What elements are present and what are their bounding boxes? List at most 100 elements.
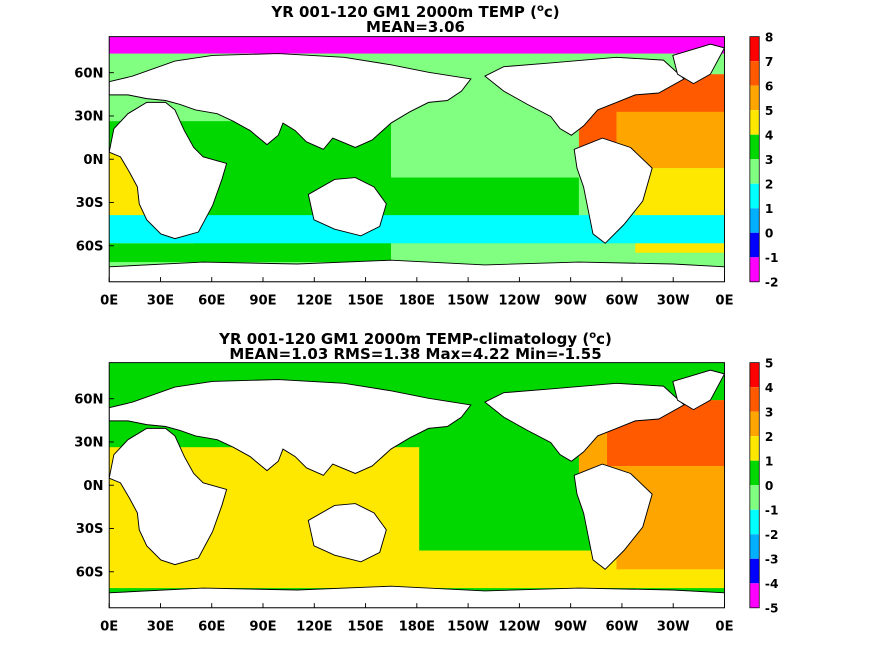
x-tick-label: 30W: [657, 619, 690, 634]
colorbar-tick-label: 6: [765, 79, 774, 93]
africa-land: [109, 101, 228, 240]
colorbar-tick-label: -1: [765, 251, 779, 265]
x-tick-label: 90E: [249, 619, 276, 634]
x-tick-label: 90W: [554, 619, 587, 634]
x-tick-label: 0E: [715, 293, 733, 308]
x-tick-label: 60E: [198, 619, 225, 634]
x-tick-label: 60W: [606, 619, 639, 634]
colorbar-tick-label: 2: [765, 177, 774, 191]
panel1-title-text: YR 001-120 GM1 2000m TEMP: [271, 3, 525, 21]
colorbar-tick-label: 8: [765, 30, 774, 44]
colorbar-segment: [749, 183, 760, 209]
colorbar-segment: [749, 362, 760, 388]
greenland-land: [672, 369, 725, 411]
colorbar-tick-label: 1: [765, 454, 774, 468]
panel1-title: YR 001-120 GM1 2000m TEMP (oc): [271, 3, 560, 21]
panel2-map-plot: [108, 362, 725, 609]
x-tick-label: 120E: [296, 293, 332, 308]
x-tick-label: 120W: [498, 619, 540, 634]
x-tick-label: 30E: [147, 619, 174, 634]
antarctica-land: [109, 259, 725, 282]
panel2-unit-sup: o: [589, 330, 597, 341]
colorbar-segment: [749, 257, 760, 282]
x-tick-label: 120W: [498, 293, 540, 308]
panel2-title: YR 001-120 GM1 2000m TEMP-climatology (o…: [219, 330, 612, 348]
colorbar-tick-label: -1: [765, 503, 779, 517]
colorbar-segment: [749, 110, 760, 135]
panel1-map: 0E 30E 60E 90E 120E 150E 180E 150W 120W 90W 60W 30W…: [74, 30, 779, 308]
colorbar-tick-label: -4: [765, 577, 779, 591]
colorbar-segment: [749, 534, 760, 559]
y-tick-label: 60S: [76, 239, 104, 254]
south-america-land: [573, 463, 653, 570]
x-tick-label: 150W: [447, 619, 489, 634]
north-america-land: [484, 56, 685, 136]
colorbar-segment: [749, 558, 760, 584]
colorbar-tick-label: 4: [765, 381, 774, 395]
colorbar-tick-label: -3: [765, 552, 779, 566]
y-tick-label: 60N: [74, 392, 103, 407]
colorbar-segment: [749, 232, 760, 258]
panel1-colorbar: 8 7 6 5 4 3 2 1 0 -1 -2: [749, 30, 779, 290]
x-tick-label: 30W: [657, 293, 690, 308]
x-tick-label: 120E: [296, 619, 332, 634]
colorbar-segment: [749, 436, 760, 461]
x-tick-label: 150E: [347, 293, 383, 308]
colorbar-segment: [749, 159, 760, 184]
colorbar-segment: [749, 485, 760, 510]
australia-land: [307, 177, 387, 237]
panel1-map-plot: [108, 36, 725, 283]
south-america-land: [573, 137, 653, 244]
colorbar-tick-label: 3: [765, 405, 774, 419]
y-tick-label: 30S: [76, 522, 104, 537]
colorbar-segment: [749, 411, 760, 437]
colorbar-tick-label: -2: [765, 528, 779, 542]
colorbar-tick-label: 0: [765, 479, 774, 493]
x-tick-label: 150E: [347, 619, 383, 634]
panel1-unit-letter: c: [543, 3, 553, 21]
x-tick-label: 0E: [100, 293, 118, 308]
x-tick-label: 150W: [447, 293, 489, 308]
colorbar-tick-label: -5: [765, 602, 779, 616]
x-tick-label: 30E: [147, 293, 174, 308]
colorbar-tick-label: 2: [765, 430, 774, 444]
colorbar-segment: [749, 85, 760, 111]
x-tick-label: 0E: [715, 619, 733, 634]
colorbar-tick-label: 3: [765, 153, 774, 167]
y-tick-label: 0N: [83, 479, 103, 494]
arctic-field: [109, 36, 725, 54]
colorbar-tick-label: 5: [765, 356, 774, 370]
x-tick-label: 60W: [606, 293, 639, 308]
panel1-subtitle: MEAN=3.06: [366, 18, 465, 36]
y-tick-label: 30N: [74, 110, 103, 125]
x-tick-label: 0E: [100, 619, 118, 634]
australia-land: [307, 503, 387, 563]
x-tick-label: 90W: [554, 293, 587, 308]
eurasia-land: [109, 379, 472, 476]
panel2-map: 0E 30E 60E 90E 120E 150E 180E 150W 120W 90W 60W 30W…: [74, 356, 779, 634]
y-tick-label: 0N: [83, 153, 103, 168]
colorbar-tick-label: 4: [765, 128, 774, 142]
y-tick-label: 60N: [74, 66, 103, 81]
y-tick-label: 60S: [76, 565, 104, 580]
x-tick-label: 180E: [399, 619, 435, 634]
panel2-subtitle: MEAN=1.03 RMS=1.38 Max=4.22 Min=-1.55: [229, 345, 602, 363]
colorbar-tick-label: 1: [765, 202, 774, 216]
x-tick-label: 90E: [249, 293, 276, 308]
colorbar-tick-label: 7: [765, 55, 774, 69]
colorbar-tick-label: 0: [765, 226, 774, 240]
colorbar-segment: [749, 460, 760, 486]
colorbar-segment: [749, 583, 760, 608]
colorbar-segment: [749, 509, 760, 535]
greenland-land: [672, 43, 725, 85]
panel2-colorbar: 5 4 3 2 1 0 -1 -2 -3 -4 -5: [749, 356, 779, 616]
eurasia-land: [109, 53, 472, 150]
antarctica-land: [109, 585, 725, 608]
panel1-unit-sup: o: [537, 3, 544, 14]
colorbar-segment: [749, 36, 760, 62]
colorbar-segment: [749, 134, 760, 160]
colorbar-tick-label: -2: [765, 276, 779, 290]
panel2-title-text: YR 001-120 GM1 2000m TEMP-climatology: [219, 330, 578, 348]
colorbar-segment: [749, 61, 760, 86]
colorbar-tick-label: 5: [765, 104, 774, 118]
